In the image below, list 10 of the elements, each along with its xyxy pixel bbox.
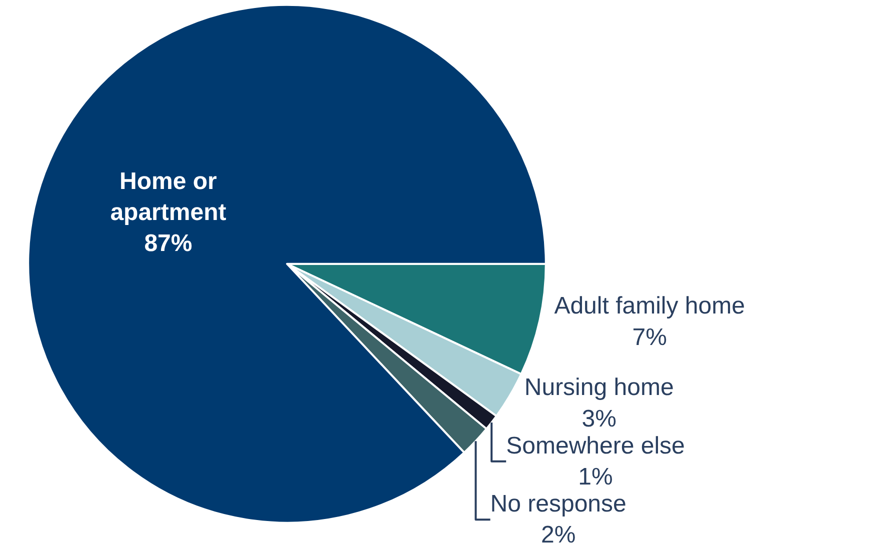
data-label: 2% [540,522,576,549]
data-label: 3% [582,405,616,432]
data-label: 7% [632,324,667,351]
slice-label: Home or apartment [110,168,226,226]
slice-label: Somewhere else [506,432,685,460]
slice-label: No response [490,490,626,518]
data-label: 1% [578,463,613,490]
data-label: 87% [144,230,192,258]
slice-label: Adult family home [554,292,745,320]
slice-label: Nursing home [524,374,674,402]
